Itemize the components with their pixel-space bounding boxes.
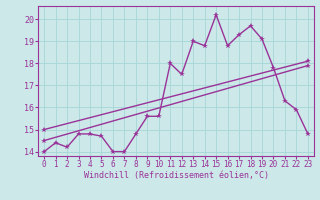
X-axis label: Windchill (Refroidissement éolien,°C): Windchill (Refroidissement éolien,°C) (84, 171, 268, 180)
